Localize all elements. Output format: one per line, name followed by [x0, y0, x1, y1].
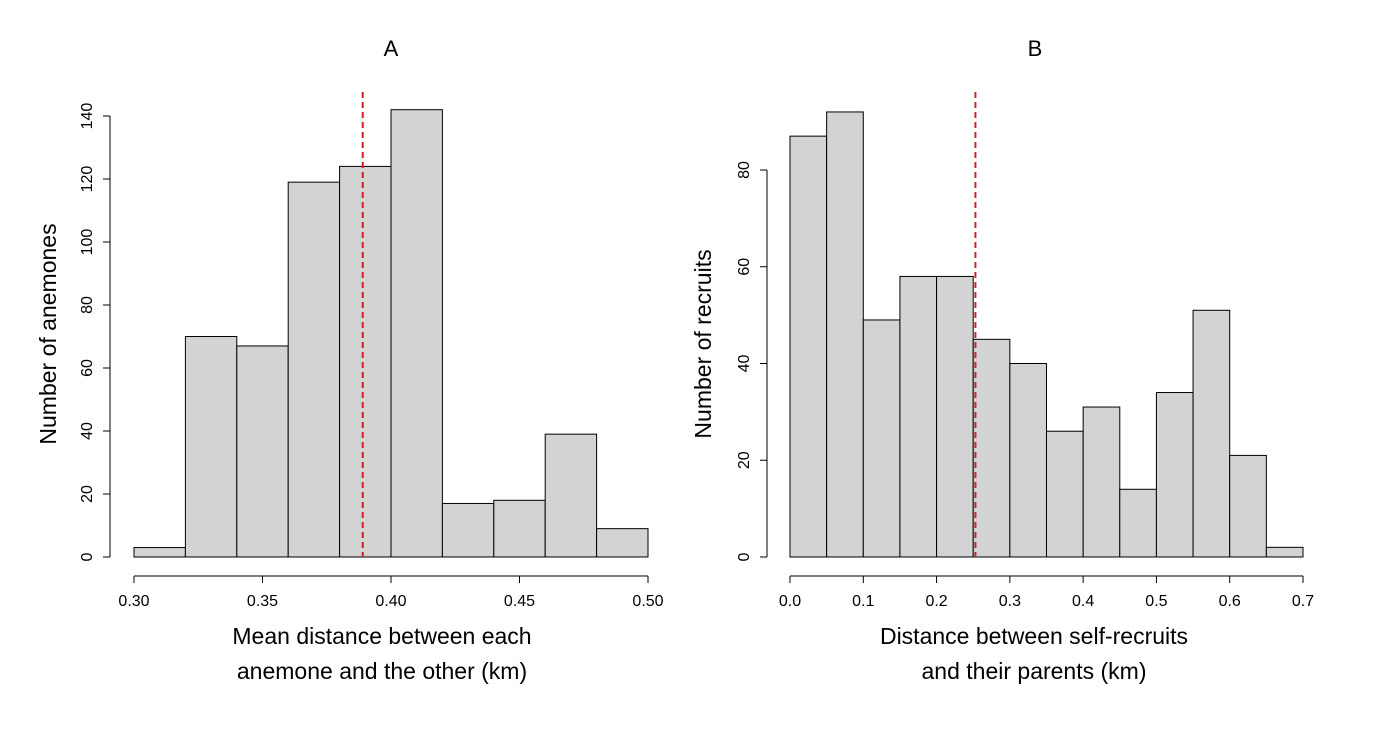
panel-a-y-tick-label: 20 — [79, 485, 96, 503]
panel-a-x-tick-label: 0.30 — [118, 593, 149, 610]
panel-b-bar-7 — [1009, 363, 1047, 558]
panel-b-bar-13 — [1229, 454, 1267, 558]
panel-b-bar-1 — [789, 135, 828, 558]
panel-a-y-tick-label: 80 — [79, 296, 96, 314]
panel-b-x-tick-label: 0.7 — [1292, 593, 1314, 610]
panel-a-bar-8 — [493, 499, 546, 558]
panel-b-x-tick-label: 0.3 — [999, 593, 1021, 610]
panel-a-bar-1 — [133, 547, 186, 558]
panel-a-y-tick-label: 40 — [79, 422, 96, 440]
panel-b-x-tick-label: 0.5 — [1145, 593, 1167, 610]
panel-b: B Number of recruits Distance between se… — [690, 36, 1314, 684]
panel-a-y-tick-label: 120 — [79, 166, 96, 193]
panel-b-x-tick-label: 0.0 — [779, 593, 801, 610]
panel-a-bar-10 — [596, 528, 649, 558]
panel-b-bar-8 — [1046, 430, 1084, 558]
panel-b-y-tick-label: 60 — [736, 258, 753, 276]
panel-a-x-tick-label: 0.40 — [375, 593, 406, 610]
panel-b-bar-6 — [972, 338, 1011, 558]
panel-a-x-axis-label-line-2: anemone and the other (km) — [237, 658, 527, 684]
panel-a-y-axis-label: Number of anemones — [35, 223, 61, 444]
panel-b-bar-14 — [1265, 546, 1304, 558]
panel-a-bar-2 — [184, 336, 238, 558]
panel-b-bar-10 — [1119, 488, 1157, 558]
panel-a-y-tick-label: 140 — [79, 103, 96, 130]
panel-b-bar-3 — [862, 319, 901, 558]
panel-b-x-axis-label-line-2: and their parents (km) — [922, 658, 1147, 684]
panel-b-bar-9 — [1082, 406, 1121, 558]
panel-b-y-tick-label: 20 — [736, 451, 753, 469]
panel-b-x-tick-label: 0.4 — [1072, 593, 1094, 610]
panel-a-x-tick-label: 0.45 — [504, 593, 535, 610]
panel-b-x-tick-label: 0.2 — [925, 593, 947, 610]
panel-b-y-tick-label: 80 — [736, 161, 753, 179]
panel-a-bar-4 — [287, 181, 341, 558]
panel-b-x-tick-label: 0.1 — [852, 593, 874, 610]
panel-b-bar-12 — [1192, 309, 1231, 558]
panel-b-y-tick-label: 40 — [736, 355, 753, 373]
panel-b-bar-2 — [826, 111, 864, 558]
panel-a-y-tick-label: 0 — [79, 552, 96, 561]
panel-a-bar-9 — [544, 433, 598, 558]
panel-a-title: A — [384, 36, 399, 61]
panel-a-x-tick-label: 0.50 — [632, 593, 663, 610]
panel-b-y-axis-label: Number of recruits — [690, 249, 716, 438]
panel-b-bar-11 — [1155, 392, 1194, 558]
panel-a-y-tick-label: 60 — [79, 359, 96, 377]
panel-a-x-tick-label: 0.35 — [247, 593, 278, 610]
panel-b-title: B — [1028, 36, 1043, 61]
panel-a-bar-5 — [339, 165, 392, 558]
panel-a-y-tick-label: 100 — [79, 229, 96, 256]
panel-b-y-tick-label: 0 — [736, 552, 753, 561]
panel-a: A Number of anemones Mean distance betwe… — [35, 36, 664, 684]
panel-a-bar-7 — [441, 502, 495, 558]
panel-a-x-axis-label-line-1: Mean distance between each — [232, 623, 531, 649]
panel-b-bar-5 — [936, 275, 974, 558]
panel-a-bar-3 — [236, 345, 289, 558]
panel-b-x-tick-label: 0.6 — [1219, 593, 1241, 610]
panel-b-x-axis-label-line-1: Distance between self-recruits — [880, 623, 1188, 649]
panel-a-bar-6 — [390, 109, 443, 558]
panel-b-bar-4 — [899, 275, 938, 558]
